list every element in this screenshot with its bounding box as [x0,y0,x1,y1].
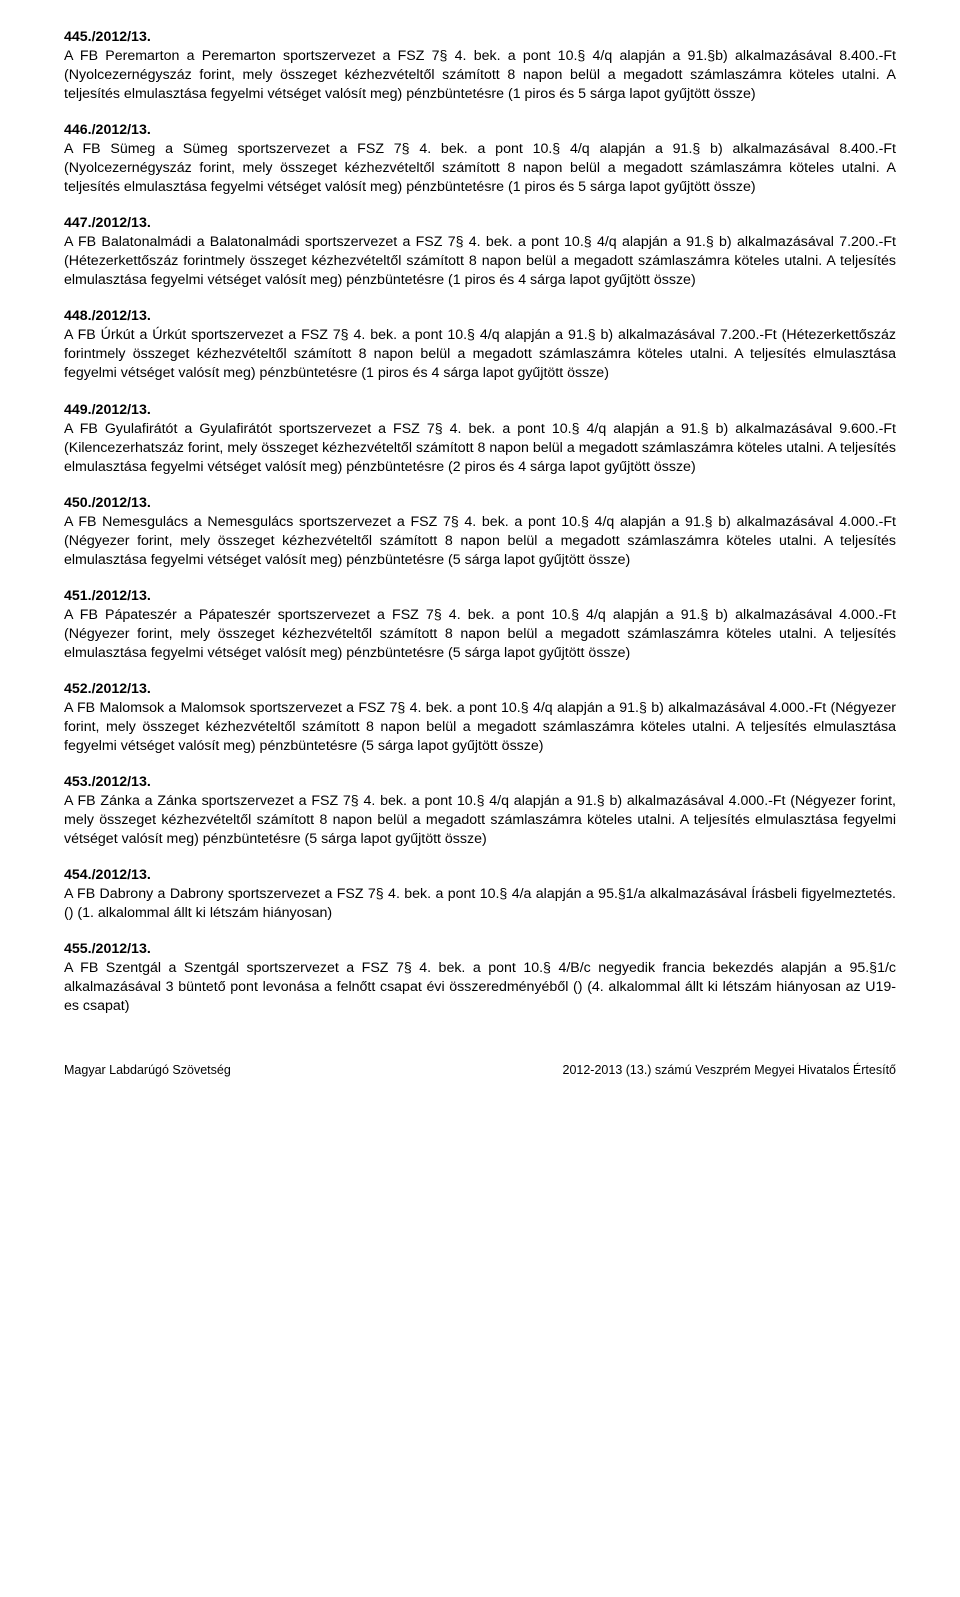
entry-number: 451./2012/13. [64,587,896,606]
entries-container: 445./2012/13.A FB Peremarton a Peremarto… [64,28,896,1016]
entry-body: A FB Dabrony a Dabrony sportszervezet a … [64,885,896,923]
entry-body: A FB Zánka a Zánka sportszervezet a FSZ … [64,792,896,849]
entry: 448./2012/13.A FB Úrkút a Úrkút sportsze… [64,307,896,383]
entry-body: A FB Nemesgulács a Nemesgulács sportszer… [64,513,896,570]
entry: 452./2012/13.A FB Malomsok a Malomsok sp… [64,680,896,756]
entry: 445./2012/13.A FB Peremarton a Peremarto… [64,28,896,104]
entry-number: 453./2012/13. [64,773,896,792]
entry: 447./2012/13.A FB Balatonalmádi a Balato… [64,214,896,290]
entry-number: 455./2012/13. [64,940,896,959]
entry-body: A FB Balatonalmádi a Balatonalmádi sport… [64,233,896,290]
entry: 451./2012/13.A FB Pápateszér a Pápateszé… [64,587,896,663]
entry-number: 454./2012/13. [64,866,896,885]
entry-number: 446./2012/13. [64,121,896,140]
entry: 449./2012/13.A FB Gyulafirátót a Gyulafi… [64,401,896,477]
entry-body: A FB Gyulafirátót a Gyulafirátót sportsz… [64,420,896,477]
entry-body: A FB Pápateszér a Pápateszér sportszerve… [64,606,896,663]
entry: 455./2012/13.A FB Szentgál a Szentgál sp… [64,940,896,1016]
entry: 446./2012/13.A FB Sümeg a Sümeg sportsze… [64,121,896,197]
entry-body: A FB Sümeg a Sümeg sportszervezet a FSZ … [64,140,896,197]
entry-body: A FB Malomsok a Malomsok sportszervezet … [64,699,896,756]
entry-number: 449./2012/13. [64,401,896,420]
entry: 450./2012/13.A FB Nemesgulács a Nemesgul… [64,494,896,570]
footer-left: Magyar Labdarúgó Szövetség [64,1062,231,1079]
entry-number: 452./2012/13. [64,680,896,699]
entry-body: A FB Úrkút a Úrkút sportszervezet a FSZ … [64,326,896,383]
entry: 454./2012/13.A FB Dabrony a Dabrony spor… [64,866,896,923]
entry: 453./2012/13.A FB Zánka a Zánka sportsze… [64,773,896,849]
entry-body: A FB Peremarton a Peremarton sportszerve… [64,47,896,104]
entry-number: 445./2012/13. [64,28,896,47]
entry-number: 450./2012/13. [64,494,896,513]
entry-number: 447./2012/13. [64,214,896,233]
entry-body: A FB Szentgál a Szentgál sportszervezet … [64,959,896,1016]
footer-right: 2012-2013 (13.) számú Veszprém Megyei Hi… [563,1062,897,1079]
page-footer: Magyar Labdarúgó Szövetség 2012-2013 (13… [64,1062,896,1079]
entry-number: 448./2012/13. [64,307,896,326]
